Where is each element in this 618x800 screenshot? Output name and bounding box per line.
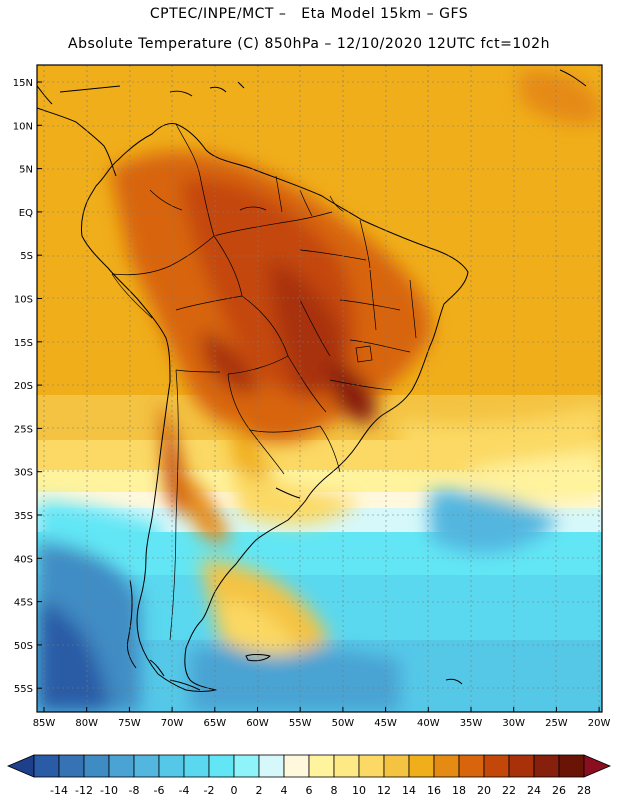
colorbar-swatch <box>358 754 385 778</box>
map-title-line2: Absolute Temperature (C) 850hPa – 12/10/… <box>68 36 550 52</box>
colorbar-label: 18 <box>452 784 466 797</box>
lat-label: 15S <box>14 338 33 349</box>
lon-label: 60W <box>246 718 269 729</box>
lon-label: 80W <box>75 718 98 729</box>
lat-label: EQ <box>19 208 33 219</box>
colorbar-swatch <box>433 754 460 778</box>
colorbar-label: 22 <box>502 784 516 797</box>
colorbar-swatch <box>208 754 235 778</box>
lon-label: 20W <box>588 718 611 729</box>
colorbar-label: 4 <box>281 784 288 797</box>
colorbar-swatch <box>258 754 285 778</box>
colorbar-label: -4 <box>179 784 190 797</box>
colorbar-label: -8 <box>129 784 140 797</box>
lat-label: 10N <box>13 121 33 132</box>
lat-label: 35S <box>14 511 33 522</box>
colorbar-swatch <box>333 754 360 778</box>
colorbar-label: 12 <box>377 784 391 797</box>
longitude-axis: 85W 80W 75W 70W 65W 60W 55W 50W 45W 40W 35W 30W 25W 2… <box>33 707 611 729</box>
lon-label: 50W <box>332 718 355 729</box>
lon-label: 85W <box>33 718 56 729</box>
graticule <box>37 65 602 712</box>
lat-label: 25S <box>14 424 33 435</box>
lon-label: 75W <box>118 718 141 729</box>
colorbar-label: 8 <box>331 784 338 797</box>
colorbar-label: 16 <box>427 784 441 797</box>
colorbar-swatch <box>558 754 585 778</box>
latitude-axis: 15N 10N 5N EQ 5S 10S 15S 20S 25S 30S 35S 40S 45S 50S 5… <box>13 78 42 695</box>
colorbar-swatch <box>183 754 210 778</box>
lon-label: 35W <box>460 718 483 729</box>
lat-label: 15N <box>13 78 33 89</box>
colorbar-swatch <box>533 754 560 778</box>
colorbar-label: 24 <box>527 784 541 797</box>
colorbar-swatch <box>508 754 535 778</box>
lon-label: 55W <box>289 718 312 729</box>
coastlines <box>37 69 587 692</box>
lat-label: 5N <box>19 165 33 176</box>
colorbar-swatch <box>33 754 60 778</box>
lat-label: 40S <box>14 554 33 565</box>
colorbar-swatch <box>408 754 435 778</box>
colorbar-label: 2 <box>256 784 263 797</box>
colorbar-label: -10 <box>100 784 118 797</box>
colorbar-min-arrow <box>6 754 35 778</box>
colorbar-swatch <box>108 754 135 778</box>
colorbar-swatch <box>133 754 160 778</box>
colorbar-swatch <box>383 754 410 778</box>
lon-label: 40W <box>417 718 440 729</box>
colorbar-swatch <box>308 754 335 778</box>
colorbar-swatch <box>58 754 85 778</box>
colorbar-swatch <box>83 754 110 778</box>
colorbar-swatch <box>283 754 310 778</box>
colorbar-label: 10 <box>352 784 366 797</box>
map-frame <box>36 64 603 713</box>
lon-label: 30W <box>502 718 525 729</box>
colorbar-label: -2 <box>204 784 215 797</box>
lat-label: 10S <box>14 295 33 306</box>
colorbar-swatch <box>458 754 485 778</box>
lat-label: 30S <box>14 468 33 479</box>
lat-label: 50S <box>14 641 33 652</box>
colorbar-label: 20 <box>477 784 491 797</box>
lon-label: 45W <box>374 718 397 729</box>
colorbar-label: -6 <box>154 784 165 797</box>
temperature-field <box>37 65 602 712</box>
colorbar-label: 26 <box>552 784 566 797</box>
colorbar-label: 6 <box>306 784 313 797</box>
country-borders <box>111 123 417 641</box>
lon-label: 70W <box>161 718 184 729</box>
lat-label: 5S <box>20 251 33 262</box>
colorbar-label: -14 <box>50 784 68 797</box>
colorbar-label: 0 <box>231 784 238 797</box>
colorbar-label: 28 <box>577 784 591 797</box>
colorbar-swatch <box>158 754 185 778</box>
lat-label: 45S <box>14 598 33 609</box>
colorbar-swatch <box>483 754 510 778</box>
colorbar-max-arrow <box>583 754 612 778</box>
colorbar-label: 14 <box>402 784 416 797</box>
map-title-line1: CPTEC/INPE/MCT – Eta Model 15km – GFS <box>149 6 469 22</box>
colorbar-label: -12 <box>75 784 93 797</box>
lon-label: 25W <box>545 718 568 729</box>
lat-label: 20S <box>14 381 33 392</box>
colorbar-swatch <box>233 754 260 778</box>
lon-label: 65W <box>203 718 226 729</box>
lat-label: 55S <box>14 684 33 695</box>
color-legend: -14 -12 -10 -8 -6 -4 -2 0 2 4 6 8 10 12 14 16 18 20 22 24 26… <box>6 754 612 797</box>
